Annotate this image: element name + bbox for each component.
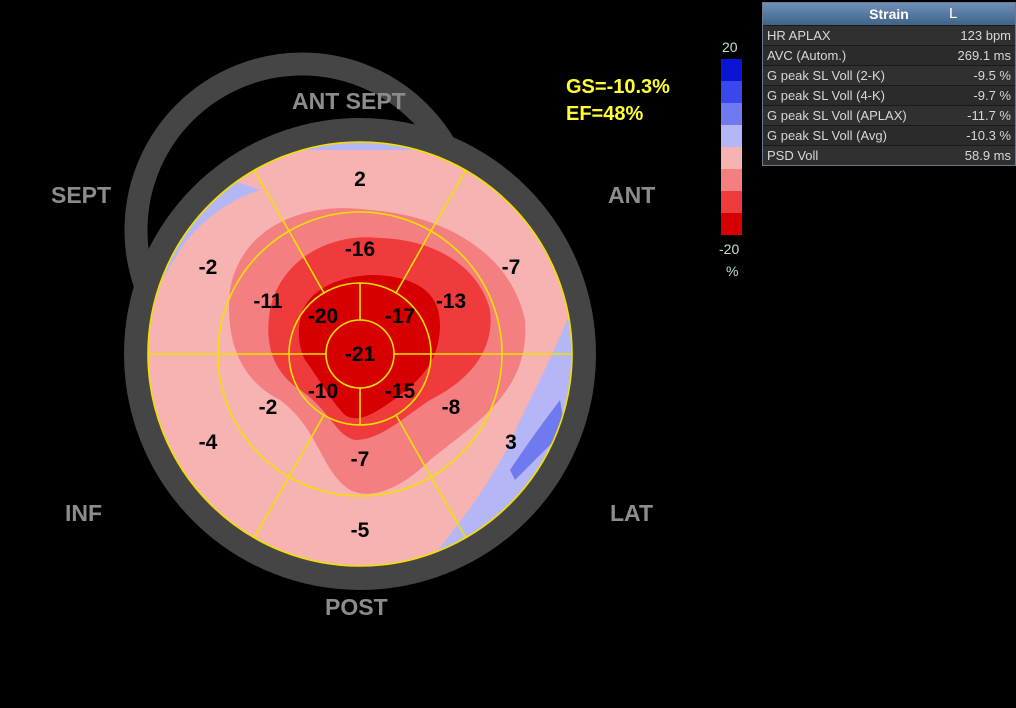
panel-row: G peak SL Voll (Avg) -10.3 % bbox=[763, 125, 1015, 145]
row-value: -9.5 % bbox=[973, 68, 1011, 83]
scale-unit-label: % bbox=[726, 263, 739, 279]
segment-value-basal-lat: 3 bbox=[505, 431, 517, 454]
panel-side-flag: L bbox=[949, 5, 958, 22]
panel-row: G peak SL Voll (4-K) -9.7 % bbox=[763, 85, 1015, 105]
panel-row: AVC (Autom.) 269.1 ms bbox=[763, 45, 1015, 65]
segment-value-basal-sept: -2 bbox=[199, 256, 218, 279]
panel-header: Strain L bbox=[763, 3, 1015, 25]
row-label: PSD Voll bbox=[767, 148, 819, 163]
panel-title: Strain bbox=[869, 6, 909, 22]
bullseye-plot: 2 -7 3 -5 -4 -2 -16 -13 -8 -7 -2 -11 -17… bbox=[124, 52, 596, 590]
segment-value-basal-post: -5 bbox=[351, 519, 370, 542]
row-value: -9.7 % bbox=[973, 88, 1011, 103]
scale-swatch bbox=[721, 59, 742, 81]
segment-value-basal-inf: -4 bbox=[199, 431, 218, 454]
wall-label-inf: INF bbox=[65, 500, 103, 526]
row-value: 58.9 ms bbox=[964, 148, 1011, 163]
strain-parameters-panel: Strain L HR APLAX 123 bpm AVC (Autom.) 269… bbox=[762, 2, 1016, 166]
row-label: AVC (Autom.) bbox=[767, 48, 847, 63]
ejection-fraction-value: EF=48% bbox=[566, 103, 644, 125]
segment-value-mid-sept: -11 bbox=[253, 290, 283, 313]
panel-row: PSD Voll 58.9 ms bbox=[763, 145, 1015, 165]
segment-value-mid-post: -7 bbox=[351, 448, 370, 471]
segment-grid bbox=[147, 141, 573, 567]
segment-value-apex: -21 bbox=[345, 343, 376, 366]
scale-swatch bbox=[721, 81, 742, 103]
segment-value-mid-ant: -13 bbox=[436, 290, 466, 313]
panel-row: HR APLAX 123 bpm bbox=[763, 25, 1015, 45]
row-label: HR APLAX bbox=[767, 28, 831, 43]
segment-value-mid-ant-sept: -16 bbox=[345, 238, 375, 261]
scale-swatch bbox=[721, 103, 742, 125]
wall-label-ant-sept: ANT SEPT bbox=[292, 88, 406, 114]
row-label: G peak SL Voll (4-K) bbox=[767, 88, 886, 103]
scale-min-label: -20 bbox=[719, 241, 740, 257]
global-strain-value: GS=-10.3% bbox=[566, 76, 670, 98]
wall-label-post: POST bbox=[325, 594, 388, 620]
segment-value-apical-sept: -20 bbox=[308, 305, 338, 328]
panel-row: G peak SL Voll (APLAX) -11.7 % bbox=[763, 105, 1015, 125]
scale-swatch bbox=[721, 147, 742, 169]
segment-value-apical-inf: -10 bbox=[308, 380, 338, 403]
strain-color-scale bbox=[721, 59, 742, 235]
panel-row: G peak SL Voll (2-K) -9.5 % bbox=[763, 65, 1015, 85]
wall-label-sept: SEPT bbox=[51, 182, 112, 208]
scale-swatch bbox=[721, 125, 742, 147]
segment-value-apical-lat: -15 bbox=[385, 380, 416, 403]
panel-rows: HR APLAX 123 bpm AVC (Autom.) 269.1 ms G p… bbox=[763, 25, 1015, 165]
wall-label-ant: ANT bbox=[608, 182, 656, 208]
scale-swatch bbox=[721, 213, 742, 235]
row-value: -11.7 % bbox=[967, 108, 1011, 123]
segment-value-mid-inf: -2 bbox=[259, 396, 278, 419]
row-label: G peak SL Voll (APLAX) bbox=[767, 108, 907, 123]
wall-label-lat: LAT bbox=[610, 500, 654, 526]
row-value: 123 bpm bbox=[960, 28, 1011, 43]
row-value: -10.3 % bbox=[966, 128, 1011, 143]
row-label: G peak SL Voll (Avg) bbox=[767, 128, 887, 143]
segment-value-mid-lat: -8 bbox=[442, 396, 461, 419]
segment-value-basal-ant: -7 bbox=[502, 256, 521, 279]
segment-value-basal-ant-sept: 2 bbox=[354, 168, 366, 191]
scale-max-label: 20 bbox=[722, 39, 738, 55]
row-label: G peak SL Voll (2-K) bbox=[767, 68, 886, 83]
segment-value-apical-ant: -17 bbox=[385, 305, 415, 328]
view-ring-large bbox=[124, 118, 596, 590]
row-value: 269.1 ms bbox=[957, 48, 1011, 63]
scale-swatch bbox=[721, 169, 742, 191]
scale-swatch bbox=[721, 191, 742, 213]
